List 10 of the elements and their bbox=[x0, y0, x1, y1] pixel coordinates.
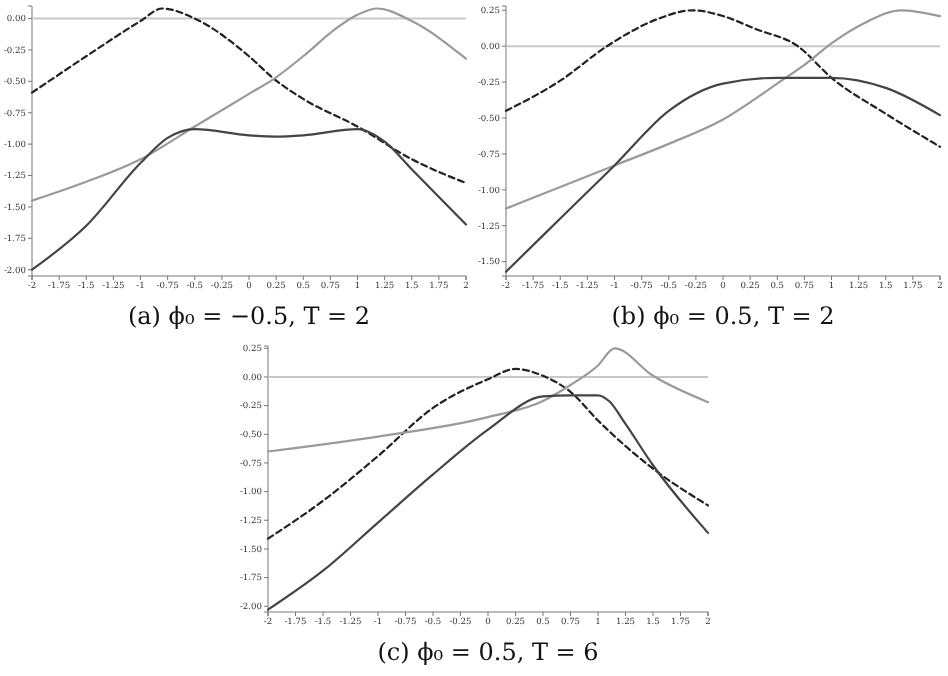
line-series bbox=[266, 394, 710, 611]
text: (c) ϕ₀ = 0.5, T = 6 bbox=[377, 638, 599, 666]
line-series bbox=[504, 9, 942, 210]
line-series bbox=[504, 76, 942, 273]
line-series bbox=[504, 9, 942, 148]
text: (b) ϕ₀ = 0.5, T = 2 bbox=[611, 302, 835, 330]
line-series bbox=[30, 127, 468, 271]
text: (a) ϕ₀ = −0.5, T = 2 bbox=[127, 302, 371, 330]
line-series bbox=[266, 367, 710, 540]
line-series bbox=[266, 347, 710, 453]
